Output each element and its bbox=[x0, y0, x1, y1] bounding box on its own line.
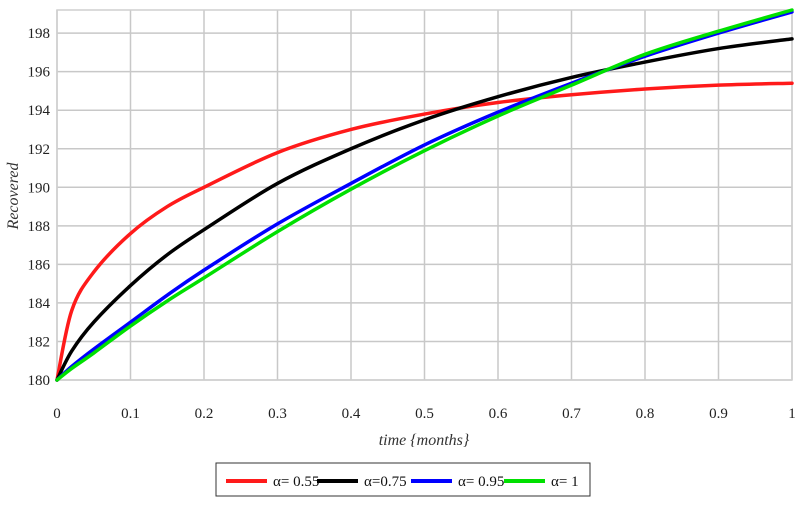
x-tick-label: 0.3 bbox=[268, 406, 287, 422]
y-tick-label: 190 bbox=[28, 180, 51, 196]
grid bbox=[56, 10, 793, 381]
y-tick-label: 192 bbox=[28, 142, 51, 158]
x-tick-label: 0.8 bbox=[636, 406, 655, 422]
x-tick-label: 0.7 bbox=[562, 406, 581, 422]
legend-label-4: α= 1 bbox=[551, 474, 579, 490]
x-tick-label: 0.5 bbox=[415, 406, 434, 422]
y-axis-title: Recovered bbox=[5, 162, 22, 231]
legend-label-3: α= 0.95 bbox=[458, 474, 504, 490]
y-tick-label: 186 bbox=[28, 257, 51, 273]
x-tick-label: 0.1 bbox=[121, 406, 140, 422]
legend: α= 0.55 α=0.75 α= 0.95 α= 1 bbox=[215, 462, 591, 497]
y-tick-label: 180 bbox=[28, 373, 51, 389]
legend-label-2: α=0.75 bbox=[364, 474, 407, 490]
series-line-4 bbox=[55, 8, 794, 382]
x-axis-title: time {months} bbox=[379, 432, 470, 449]
x-tick-labels: 0 0.1 0.2 0.3 0.4 0.5 0.6 0.7 0.8 0.9 1 bbox=[53, 406, 796, 422]
x-tick-label: 0.9 bbox=[709, 406, 728, 422]
series-line-1 bbox=[55, 81, 794, 382]
x-tick-label: 0 bbox=[53, 406, 61, 422]
legend-label-1: α= 0.55 bbox=[273, 474, 319, 490]
y-tick-label: 198 bbox=[28, 26, 51, 42]
x-tick-label: 0.6 bbox=[489, 406, 508, 422]
x-tick-label: 1 bbox=[788, 406, 796, 422]
y-tick-label: 182 bbox=[28, 334, 51, 350]
x-tick-label: 0.2 bbox=[195, 406, 214, 422]
series-line-2 bbox=[55, 37, 794, 382]
series-layer bbox=[55, 8, 794, 382]
y-tick-label: 188 bbox=[28, 219, 51, 235]
y-tick-label: 196 bbox=[28, 65, 51, 81]
y-tick-labels: 180 182 184 186 188 190 192 194 196 198 bbox=[28, 26, 51, 389]
y-tick-label: 184 bbox=[28, 296, 51, 312]
y-tick-label: 194 bbox=[28, 103, 51, 119]
x-tick-label: 0.4 bbox=[342, 406, 361, 422]
plot-frame bbox=[56, 9, 793, 381]
